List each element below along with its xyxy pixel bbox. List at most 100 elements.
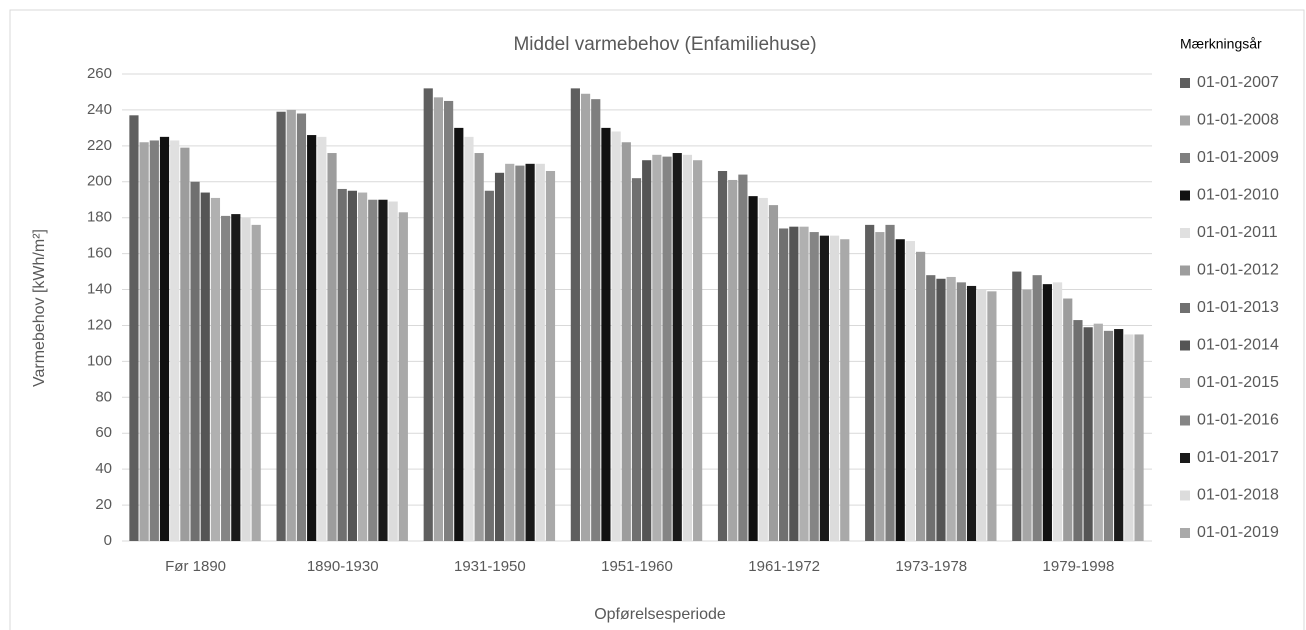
- bar: [1032, 275, 1042, 541]
- legend-swatch: [1180, 265, 1190, 276]
- legend-label: 01-01-2012: [1197, 262, 1279, 279]
- bar: [276, 111, 286, 541]
- chart-title: Middel varmebehov (Enfamiliehuse): [513, 34, 816, 55]
- y-tick-label: 100: [87, 352, 112, 369]
- bar: [768, 205, 779, 541]
- bar: [789, 226, 799, 541]
- bar: [200, 192, 210, 542]
- bar: [977, 289, 987, 541]
- legend-label: 01-01-2011: [1197, 224, 1278, 241]
- bar: [840, 239, 850, 541]
- bar: [327, 153, 337, 541]
- legend-swatch: [1180, 528, 1190, 538]
- bar: [966, 285, 977, 541]
- bar: [307, 135, 317, 542]
- bar: [347, 190, 357, 541]
- bar: [1012, 271, 1022, 541]
- y-tick-label: 40: [95, 460, 112, 477]
- bar: [758, 197, 768, 541]
- bar: [1052, 282, 1063, 541]
- chart-frame: [9, 9, 1305, 630]
- bar: [251, 224, 261, 541]
- bar: [545, 170, 556, 541]
- x-tick-label: Før 1890: [165, 558, 226, 575]
- bar: [444, 100, 454, 541]
- y-tick-label: 240: [87, 101, 112, 118]
- bar: [1114, 329, 1124, 541]
- x-tick-label: 1931-1950: [454, 558, 526, 575]
- bar: [601, 127, 611, 541]
- bar: [454, 127, 464, 541]
- bar: [875, 232, 885, 542]
- bar: [987, 291, 997, 541]
- bar: [159, 136, 170, 541]
- legend-swatch: [1180, 453, 1190, 463]
- bar: [738, 174, 748, 542]
- bar: [809, 232, 819, 542]
- bar: [494, 172, 505, 542]
- bar: [926, 275, 936, 541]
- bar: [1073, 320, 1083, 541]
- legend-label: 01-01-2016: [1197, 412, 1279, 429]
- legend-swatch: [1180, 490, 1190, 501]
- y-tick-label: 220: [87, 137, 112, 154]
- legend-swatch: [1180, 303, 1190, 313]
- bar: [1134, 334, 1144, 541]
- legend-swatch: [1180, 378, 1190, 388]
- bar: [286, 109, 296, 541]
- x-tick-label: 1961-1972: [748, 558, 820, 575]
- bar: [611, 131, 621, 541]
- bar: [936, 278, 946, 541]
- bar: [423, 88, 433, 541]
- bar: [433, 97, 444, 541]
- legend-label: 01-01-2018: [1197, 487, 1279, 504]
- bar: [464, 136, 474, 541]
- x-axis-label: Opførelsesperiode: [594, 606, 726, 623]
- y-tick-label: 120: [87, 316, 112, 333]
- bar: [956, 282, 966, 541]
- bar: [231, 214, 241, 541]
- bar: [682, 154, 693, 542]
- y-tick-label: 180: [87, 209, 112, 226]
- y-tick-label: 200: [87, 173, 112, 190]
- bar: [819, 235, 829, 541]
- bar: [652, 154, 662, 542]
- y-tick-label: 160: [87, 245, 112, 262]
- legend-label: 01-01-2017: [1197, 449, 1279, 466]
- bar: [210, 197, 221, 541]
- bar: [748, 196, 758, 541]
- bar: [829, 235, 840, 541]
- bar: [398, 212, 408, 542]
- legend-swatch: [1180, 228, 1190, 238]
- y-axis-label: Varmebehov [kWh/m²]: [31, 229, 48, 387]
- legend-swatch: [1180, 153, 1190, 163]
- x-tick-label: 1951-1960: [601, 558, 673, 575]
- bar: [484, 190, 494, 541]
- bar: [296, 113, 307, 541]
- bar: [190, 181, 200, 541]
- bar: [1042, 284, 1052, 541]
- legend-label: 01-01-2015: [1197, 374, 1279, 391]
- bar: [1124, 334, 1134, 541]
- bar: [642, 160, 652, 541]
- legend-label: 01-01-2013: [1197, 299, 1279, 316]
- legend-label: 01-01-2010: [1197, 187, 1279, 204]
- bar: [580, 93, 591, 541]
- legend-swatch: [1180, 340, 1190, 351]
- y-tick-label: 80: [95, 388, 112, 405]
- bar: [672, 153, 682, 541]
- bar: [241, 217, 251, 541]
- bar: [905, 241, 916, 542]
- x-tick-label: 1973-1978: [895, 558, 967, 575]
- bar: [1093, 323, 1103, 541]
- bar: [317, 136, 327, 541]
- bar: [1022, 289, 1032, 541]
- bar: [865, 224, 875, 541]
- legend-swatch: [1180, 190, 1190, 201]
- bar: [129, 115, 139, 542]
- bar: [368, 199, 378, 541]
- bar: [474, 153, 484, 541]
- bar: [1103, 330, 1114, 541]
- legend-label: 01-01-2009: [1197, 149, 1279, 166]
